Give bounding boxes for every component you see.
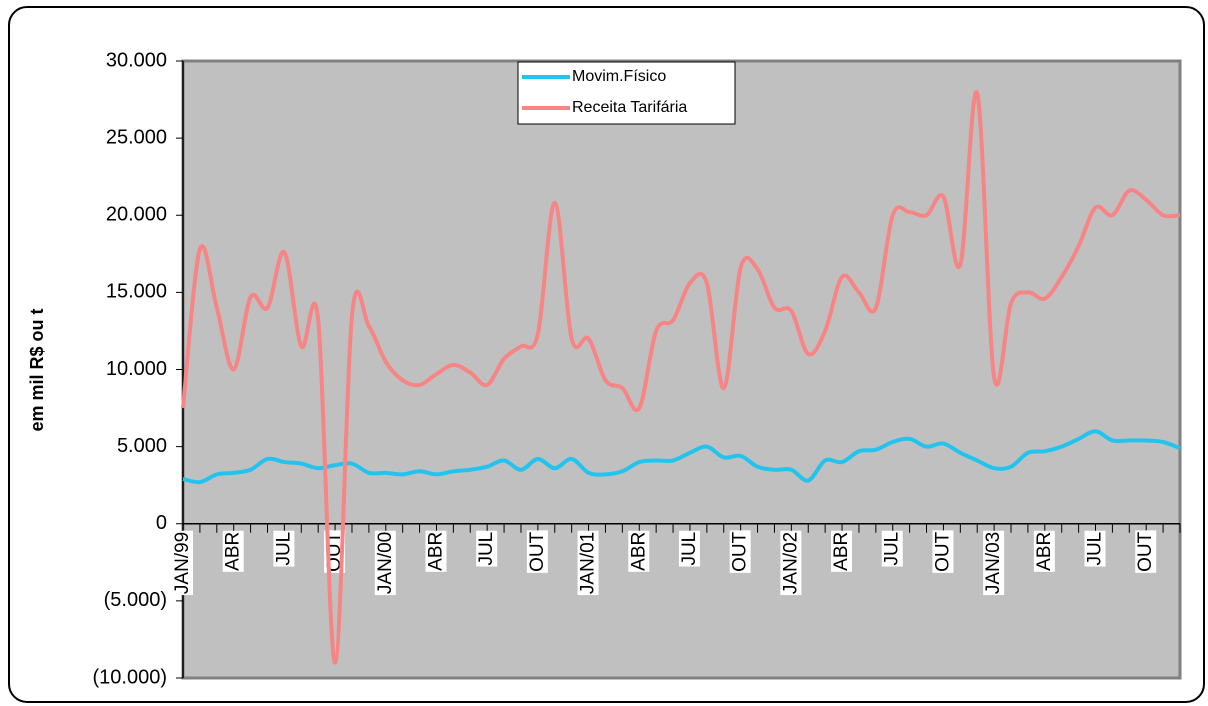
x-tick-label-bg [374, 530, 396, 596]
x-tick-label-bg [881, 530, 903, 567]
y-tick-label: 20.000 [106, 204, 167, 226]
x-tick-group: ABR [425, 530, 447, 572]
x-tick-group: ABR [628, 530, 650, 572]
x-tick-label-bg [628, 530, 650, 572]
x-tick-label-bg [780, 530, 802, 596]
y-axis-label: em mil R$ ou t [27, 308, 47, 431]
x-tick-label-bg [577, 530, 599, 596]
x-tick-label-bg [526, 530, 548, 573]
legend-label: Receita Tarifária [572, 99, 687, 116]
x-tick-label: OUT [730, 531, 751, 572]
x-tick-label: JAN/99 [172, 532, 193, 594]
x-tick-label-bg [1135, 530, 1157, 573]
y-tick-label: 15.000 [106, 281, 167, 303]
x-tick-label: JAN/03 [983, 532, 1004, 594]
y-tick-label: 25.000 [106, 126, 167, 148]
x-tick-group: OUT [729, 530, 751, 573]
x-tick-label: ABR [1034, 532, 1055, 571]
x-tick-label-bg [172, 530, 194, 596]
x-tick-group: JAN/99 [172, 530, 194, 596]
x-tick-label: ABR [628, 532, 649, 571]
x-tick-label: ABR [223, 532, 244, 571]
y-tick-label: 30.000 [106, 49, 167, 71]
x-tick-label-bg [1084, 530, 1106, 567]
x-tick-group: ABR [1033, 530, 1055, 572]
x-tick-group: JUL [273, 530, 295, 567]
x-tick-label-bg [222, 530, 244, 572]
x-tick-label: OUT [527, 531, 548, 572]
legend-box [517, 61, 736, 125]
x-tick-label: ABR [831, 532, 852, 571]
y-tick-label: 5.000 [117, 435, 167, 457]
series-line [181, 90, 1181, 665]
y-tick-label: (10.000) [93, 666, 168, 688]
x-tick-label: JUL [679, 532, 700, 566]
x-tick-group: ABR [222, 530, 244, 572]
x-tick-label-bg [983, 530, 1005, 596]
x-tick-label: JUL [882, 532, 903, 566]
legend-label: Movim.Físico [572, 68, 666, 85]
x-tick-label: OUT [932, 531, 953, 572]
x-tick-label: ABR [425, 532, 446, 571]
x-tick-label-bg [678, 530, 700, 567]
series-line [182, 429, 1181, 485]
x-tick-group: JUL [1084, 530, 1106, 567]
x-tick-label: JAN/01 [578, 532, 599, 594]
x-tick-group: ABR [831, 530, 853, 572]
x-tick-group: OUT [526, 530, 548, 573]
x-tick-label-bg [273, 530, 295, 567]
x-tick-label: OUT [1135, 531, 1156, 572]
x-tick-group: OUT [932, 530, 954, 573]
y-tick-label: (5.000) [104, 589, 167, 611]
x-tick-group: JUL [476, 530, 498, 567]
y-tick-label: 0 [156, 512, 167, 534]
x-tick-group: JUL [881, 530, 903, 567]
x-tick-label: JAN/00 [375, 532, 396, 594]
x-tick-group: JAN/02 [780, 530, 802, 596]
plot-area [181, 59, 1182, 680]
y-tick-label: 10.000 [106, 358, 167, 380]
x-tick-label-bg [932, 530, 954, 573]
x-tick-group: JAN/01 [577, 530, 599, 596]
x-tick-label-bg [831, 530, 853, 572]
x-tick-label: JUL [273, 532, 294, 566]
x-tick-group: JAN/00 [374, 530, 396, 596]
x-tick-label-bg [1033, 530, 1055, 572]
x-tick-label: JUL [476, 532, 497, 566]
x-tick-label-bg [476, 530, 498, 567]
x-tick-label: JUL [1085, 532, 1106, 566]
x-tick-group: JAN/03 [983, 530, 1005, 596]
x-tick-label: JAN/02 [780, 532, 801, 594]
x-tick-group: OUT [1135, 530, 1157, 573]
x-tick-label-bg [729, 530, 751, 573]
x-tick-group: JUL [678, 530, 700, 567]
x-tick-label-bg [425, 530, 447, 572]
